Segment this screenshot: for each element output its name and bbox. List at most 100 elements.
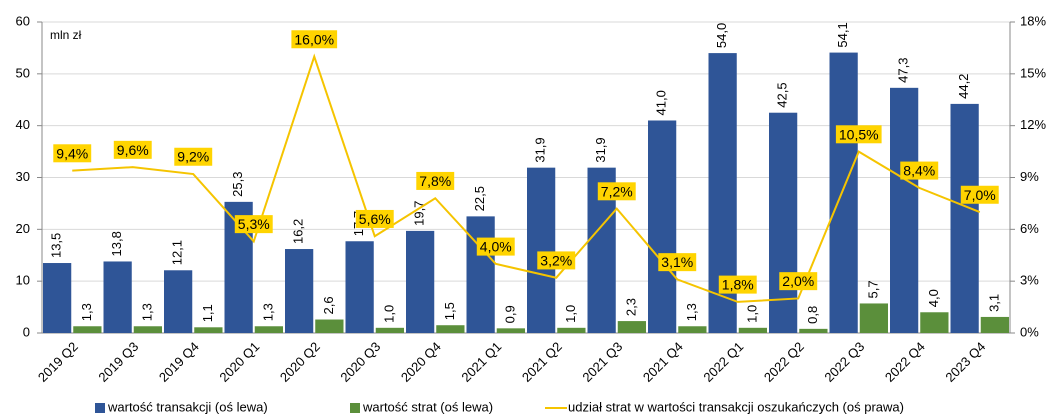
x-tick-label: 2019 Q2 (35, 339, 81, 385)
bar-value-label: 42,5 (775, 82, 790, 107)
bar (285, 249, 314, 333)
line-value-label: 7,2% (597, 182, 636, 201)
bar-value-label: 22,5 (472, 186, 487, 211)
label-box (113, 140, 152, 159)
bar-value-label: 16,2 (291, 219, 306, 244)
line-value-text: 3,2% (540, 252, 572, 268)
y-tick-label: 50 (16, 65, 30, 80)
line-value-label: 3,1% (658, 253, 697, 272)
x-tick-label: 2019 Q4 (156, 339, 202, 385)
label-box (355, 209, 394, 228)
bar-value-label: 25,3 (230, 172, 245, 197)
legend-label: wartość strat (oś lewa) (362, 399, 493, 414)
x-tick-label: 2022 Q1 (700, 339, 746, 385)
y2-tick-label: 9% (1020, 169, 1039, 184)
bar (133, 326, 162, 333)
label-box (291, 30, 338, 49)
line-value-text: 7,8% (419, 173, 451, 189)
line-value-text: 16,0% (294, 31, 334, 47)
bar-value-label: 13,8 (109, 231, 124, 256)
bar (738, 327, 767, 333)
bar-value-label: 1,1 (200, 304, 215, 322)
bar (345, 241, 374, 333)
line-value-text: 7,0% (964, 187, 996, 203)
label-box (960, 185, 999, 204)
line-value-label: 2,0% (779, 272, 818, 291)
bar (375, 327, 404, 333)
x-tick-label: 2021 Q4 (640, 339, 686, 385)
y2-tick-label: 12% (1020, 117, 1046, 132)
line-value-text: 9,4% (56, 145, 88, 161)
legend-label: wartość transakcji (oś lewa) (107, 399, 268, 414)
bar (315, 319, 344, 333)
y-tick-label: 30 (16, 169, 30, 184)
bar-value-label: 1,3 (139, 303, 154, 321)
y-tick-label: 20 (16, 221, 30, 236)
line-value-label: 5,6% (355, 209, 394, 228)
bar (164, 270, 193, 333)
y2-tick-label: 15% (1020, 65, 1046, 80)
line-value-label: 5,3% (234, 215, 273, 234)
line-value-label: 8,4% (900, 161, 939, 180)
bar (466, 216, 495, 333)
bar-value-label: 1,3 (684, 303, 699, 321)
label-box (234, 215, 273, 234)
x-tick-label: 2021 Q2 (519, 339, 565, 385)
line-value-text: 9,2% (177, 149, 209, 165)
bar-value-label: 47,3 (896, 58, 911, 83)
y-axis-label: mln zł (50, 28, 82, 42)
x-tick-label: 2021 Q3 (579, 339, 625, 385)
y2-tick-label: 6% (1020, 221, 1039, 236)
bar-value-label: 3,1 (986, 294, 1001, 312)
bar (617, 321, 646, 333)
line-value-text: 3,1% (661, 254, 693, 270)
legend-label: udział strat w wartości transakcji oszuk… (568, 399, 904, 414)
bar (436, 325, 465, 333)
line-value-label: 7,8% (416, 171, 455, 190)
y-tick-label: 60 (16, 13, 30, 28)
label-box (779, 272, 818, 291)
line-value-label: 9,6% (113, 140, 152, 159)
bar-value-label: 1,0 (744, 305, 759, 323)
line-value-label: 4,0% (476, 237, 515, 256)
grid (42, 21, 1010, 334)
bar (950, 103, 979, 333)
x-tick-label: 2023 Q4 (942, 339, 988, 385)
x-tick-label: 2022 Q2 (761, 339, 807, 385)
label-box (718, 275, 757, 294)
bar (557, 327, 586, 333)
bar (678, 326, 707, 333)
bar-value-label: 13,5 (49, 233, 64, 258)
line-value-label: 16,0% (291, 30, 338, 49)
bar-value-label: 12,1 (170, 240, 185, 265)
bar (890, 87, 919, 333)
bar-value-label: 2,3 (623, 298, 638, 316)
bar-value-label: 2,6 (321, 296, 336, 314)
bar-value-label: 41,0 (654, 90, 669, 115)
bar (194, 327, 223, 333)
bar-value-label: 54,0 (714, 23, 729, 48)
bar-value-label: 1,5 (442, 302, 457, 320)
bar-value-label: 0,9 (502, 305, 517, 323)
bar-value-label: 54,1 (835, 22, 850, 47)
line-value-label: 1,8% (718, 275, 757, 294)
label-box (597, 182, 636, 201)
label-box (658, 253, 697, 272)
y2-tick-label: 18% (1020, 13, 1046, 28)
label-box (537, 251, 576, 270)
bar (799, 328, 828, 333)
bar-value-label: 31,9 (593, 137, 608, 162)
bar (859, 303, 888, 333)
line-value-label: 9,2% (174, 147, 213, 166)
bar (496, 328, 525, 333)
bar-value-label: 1,0 (563, 305, 578, 323)
line-value-text: 7,2% (601, 183, 633, 199)
y-tick-label: 40 (16, 117, 30, 132)
bar (829, 52, 858, 333)
bar (406, 230, 435, 333)
bar-value-label: 44,2 (956, 74, 971, 99)
x-tick-label: 2022 Q3 (821, 339, 867, 385)
bar-value-label: 1,3 (79, 303, 94, 321)
bar (769, 112, 798, 333)
bar (73, 326, 102, 333)
